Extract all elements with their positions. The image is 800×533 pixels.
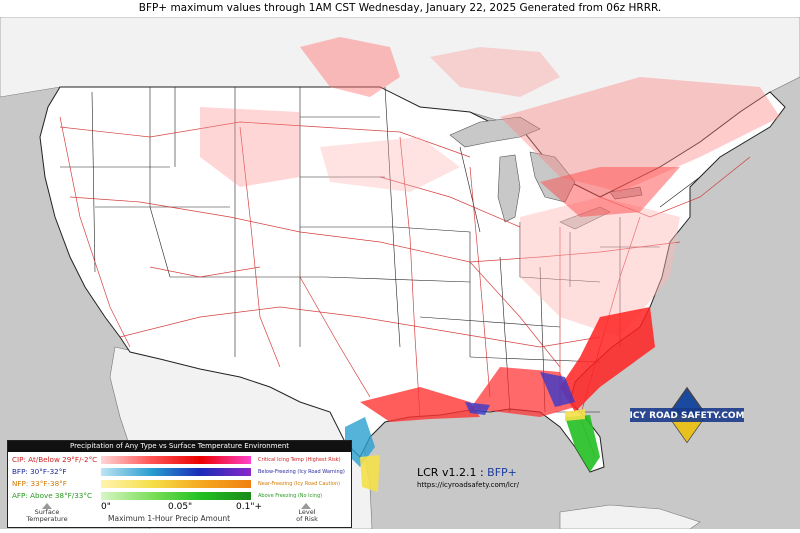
product-text: BFP+: [487, 466, 517, 479]
svg-text:ICY ROAD SAFETY.COM: ICY ROAD SAFETY.COM: [629, 411, 744, 421]
legend-bfp-label: BFP: 30°F-32°F: [12, 467, 67, 476]
legend-afp-desc: Above Freezing (No Icing): [258, 493, 323, 499]
level-of-risk-note: Level of Risk: [296, 508, 318, 523]
conus-landmass: [39, 86, 786, 473]
risk-level-arrow-icon: [301, 503, 311, 509]
legend-tick-0: 0": [101, 502, 111, 512]
legend-bfp-desc: Below-Freezing (Icy Road Warning): [258, 469, 345, 475]
website-link[interactable]: https://icyroadsafety.com/lcr/: [417, 481, 519, 489]
version-label: LCR v1.2.1 : BFP+: [417, 466, 517, 479]
legend-cip-bar: [101, 456, 251, 464]
legend-nfp-label: NFP: 33°F-38°F: [12, 479, 67, 488]
surface-temp-arrow-icon: [42, 503, 52, 509]
legend-cip-label: CIP: At/Below 29°F/-2°C: [12, 455, 98, 464]
legend-afp-label: AFP: Above 38°F/33°C: [12, 491, 92, 500]
precip-shading: [200, 37, 780, 492]
lake-superior: [449, 116, 541, 148]
legend-axis-label: Maximum 1-Hour Precip Amount: [108, 514, 231, 523]
map-title: BFP+ maximum values through 1AM CST Wedn…: [138, 2, 662, 14]
legend-tick-2: 0.1"+: [236, 502, 262, 512]
legend-bfp-bar: [101, 468, 251, 476]
cuba: [559, 504, 701, 529]
legend-tick-1: 0.05": [168, 502, 193, 512]
legend-afp-bar: [101, 492, 251, 500]
legend-cip-desc: Critical Icing Temp (Highest Risk): [258, 457, 341, 463]
legend-nfp-desc: Near-Freezing (Icy Road Caution): [258, 481, 341, 487]
version-text: LCR v1.2.1 :: [417, 466, 484, 479]
legend-nfp-bar: [101, 480, 251, 488]
legend-panel: Precipitation of Any Type vs Surface Tem…: [7, 440, 352, 528]
lake-michigan: [497, 154, 521, 223]
legend-header: Precipitation of Any Type vs Surface Tem…: [8, 441, 351, 452]
icy-road-safety-logo: ICY ROAD SAFETY.COM: [629, 386, 745, 444]
surface-temperature-note: Surface Temperature: [26, 508, 68, 523]
